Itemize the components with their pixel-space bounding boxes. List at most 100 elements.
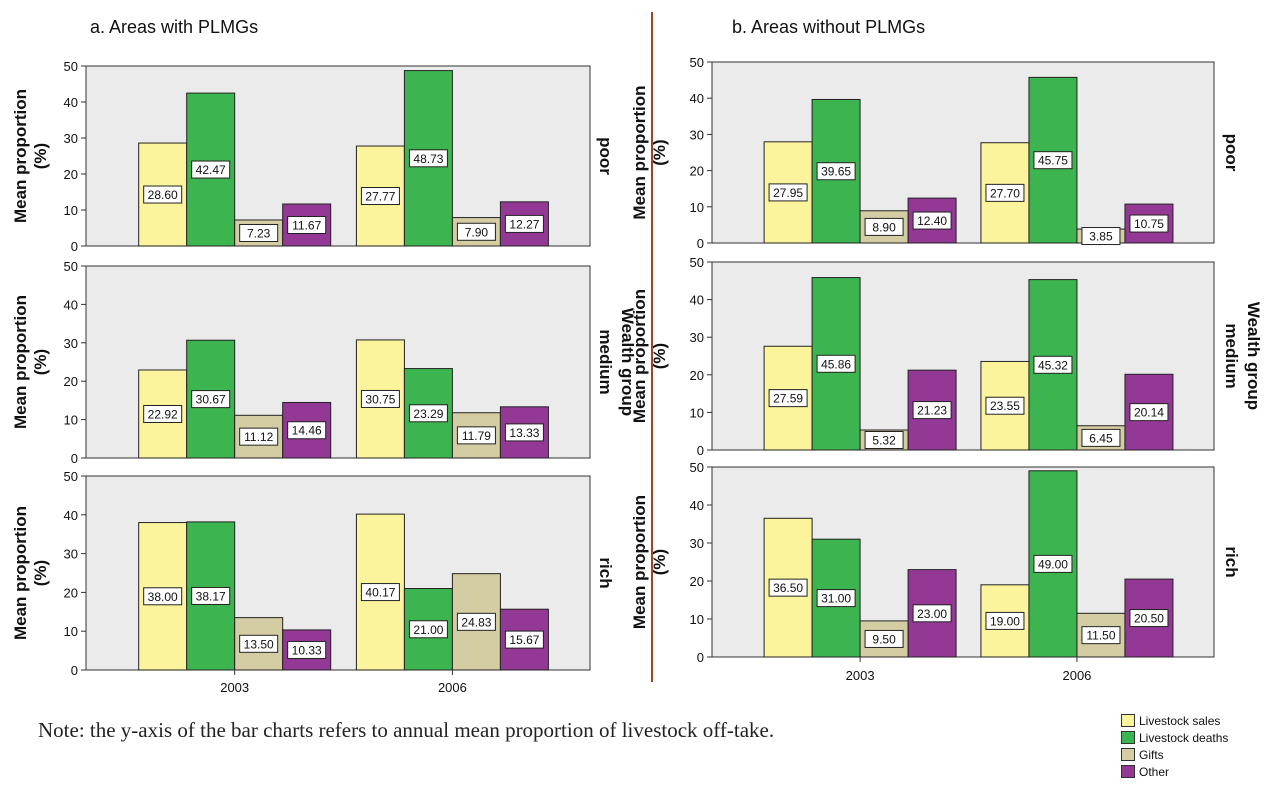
y-axis-title: Mean proportion(%) bbox=[11, 295, 50, 429]
data-label: 42.47 bbox=[196, 163, 226, 177]
y-tick-label: 20 bbox=[690, 368, 704, 383]
data-label: 19.00 bbox=[990, 614, 1020, 628]
legend-swatch-livestock-deaths bbox=[1121, 731, 1135, 744]
y-tick-label: 50 bbox=[690, 255, 704, 270]
data-label: 9.50 bbox=[872, 632, 896, 646]
data-label: 20.14 bbox=[1134, 406, 1164, 420]
y-tick-label: 20 bbox=[690, 164, 704, 179]
data-label-box bbox=[1129, 403, 1169, 422]
figure-note: Note: the y-axis of the bar charts refer… bbox=[38, 718, 775, 742]
y-axis-title-line: Mean proportion bbox=[630, 289, 649, 423]
data-label: 36.50 bbox=[773, 581, 803, 595]
y-axis-title: Mean proportion(%) bbox=[630, 495, 669, 629]
y-axis-title: Mean proportion(%) bbox=[630, 289, 669, 423]
data-label: 30.75 bbox=[365, 392, 395, 406]
data-label-box bbox=[1129, 609, 1169, 628]
data-label-box bbox=[143, 587, 183, 606]
data-label: 20.50 bbox=[1134, 612, 1164, 626]
y-tick-label: 0 bbox=[697, 236, 704, 251]
y-tick-label: 0 bbox=[71, 239, 78, 254]
data-label-box bbox=[1081, 428, 1121, 447]
y-axis-title: Mean proportion(%) bbox=[11, 89, 50, 223]
y-tick-label: 20 bbox=[64, 374, 78, 389]
y-tick-label: 0 bbox=[71, 451, 78, 466]
x-tick-label: 2006 bbox=[1062, 668, 1091, 683]
y-tick-label: 10 bbox=[690, 405, 704, 420]
data-label-box bbox=[456, 426, 496, 445]
data-label-box bbox=[1081, 626, 1121, 645]
data-label: 21.00 bbox=[413, 623, 443, 637]
data-label: 24.83 bbox=[461, 615, 491, 629]
legend-label-livestock-deaths: Livestock deaths bbox=[1139, 730, 1229, 745]
data-label: 38.00 bbox=[148, 590, 178, 604]
data-label: 8.90 bbox=[872, 220, 896, 234]
data-label-box bbox=[239, 634, 279, 653]
panel-title-a: a. Areas with PLMGs bbox=[90, 17, 258, 37]
y-tick-label: 10 bbox=[64, 413, 78, 428]
data-label: 21.23 bbox=[917, 404, 947, 418]
y-axis-title: Mean proportion(%) bbox=[630, 85, 669, 219]
data-label-box bbox=[504, 214, 544, 233]
data-label-box bbox=[864, 217, 904, 236]
data-label: 13.33 bbox=[509, 426, 539, 440]
data-label-box bbox=[816, 589, 856, 608]
data-label-box bbox=[985, 611, 1025, 630]
data-label: 5.32 bbox=[872, 433, 896, 447]
x-tick-label: 2006 bbox=[438, 680, 467, 695]
data-label-box bbox=[768, 183, 808, 202]
data-label-box bbox=[408, 620, 448, 639]
legend-swatch-gifts bbox=[1121, 748, 1135, 761]
x-tick-label: 2003 bbox=[846, 668, 875, 683]
data-label-box bbox=[864, 629, 904, 648]
y-axis-title-line: Mean proportion bbox=[630, 85, 649, 219]
y-axis-title-line: Mean proportion bbox=[630, 495, 649, 629]
row-label-medium: medium bbox=[1222, 323, 1241, 388]
data-label: 22.92 bbox=[148, 407, 178, 421]
data-label: 48.73 bbox=[413, 152, 443, 166]
y-axis-title: Mean proportion(%) bbox=[11, 506, 50, 640]
data-label: 28.60 bbox=[148, 188, 178, 202]
y-tick-label: 30 bbox=[690, 536, 704, 551]
row-label-rich: rich bbox=[596, 557, 615, 588]
data-label-box bbox=[191, 586, 231, 605]
data-label-box bbox=[287, 215, 327, 234]
legend-label-gifts: Gifts bbox=[1139, 747, 1164, 762]
y-tick-label: 40 bbox=[64, 508, 78, 523]
x-tick-label: 2003 bbox=[220, 680, 249, 695]
data-label-box bbox=[456, 612, 496, 631]
data-label-box bbox=[191, 390, 231, 409]
legend-label-livestock-sales: Livestock sales bbox=[1139, 713, 1221, 728]
data-label: 39.65 bbox=[821, 165, 851, 179]
data-label-box bbox=[504, 630, 544, 649]
data-label: 14.46 bbox=[292, 424, 322, 438]
data-label-box bbox=[985, 396, 1025, 415]
legend-item-livestock-deaths: Livestock deaths bbox=[1121, 729, 1228, 746]
data-label: 40.17 bbox=[365, 586, 395, 600]
y-tick-label: 40 bbox=[690, 498, 704, 513]
data-label-box bbox=[191, 160, 231, 179]
wealth-group-label: Wealth group bbox=[618, 308, 637, 416]
y-axis-title-line: (%) bbox=[31, 560, 50, 586]
y-tick-label: 20 bbox=[64, 167, 78, 182]
data-label: 23.55 bbox=[990, 399, 1020, 413]
y-tick-label: 20 bbox=[690, 574, 704, 589]
y-tick-label: 10 bbox=[64, 203, 78, 218]
data-label-box bbox=[239, 427, 279, 446]
data-label-box bbox=[912, 211, 952, 230]
y-tick-label: 30 bbox=[690, 330, 704, 345]
y-tick-label: 0 bbox=[697, 650, 704, 665]
data-label: 15.67 bbox=[509, 633, 539, 647]
data-label: 11.50 bbox=[1086, 629, 1115, 643]
data-label: 7.23 bbox=[247, 226, 271, 240]
data-label: 12.40 bbox=[917, 214, 947, 228]
row-label-poor: poor bbox=[596, 137, 615, 175]
data-label-box bbox=[816, 354, 856, 373]
data-label-box bbox=[768, 578, 808, 597]
data-label-box bbox=[1033, 355, 1073, 374]
y-tick-label: 30 bbox=[690, 127, 704, 142]
y-tick-label: 50 bbox=[690, 460, 704, 475]
legend-label-other: Other bbox=[1139, 764, 1170, 779]
data-label: 10.75 bbox=[1134, 217, 1164, 231]
data-label: 11.12 bbox=[244, 430, 273, 444]
